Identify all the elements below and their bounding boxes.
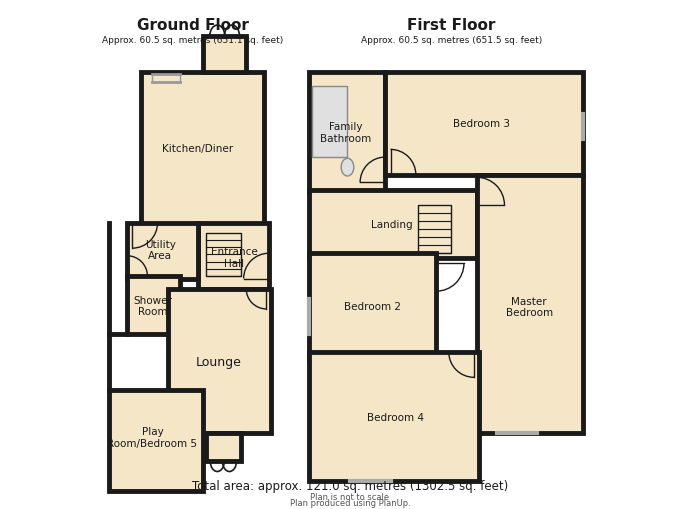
Text: First Floor: First Floor — [407, 18, 496, 33]
Text: Shower
Room: Shower Room — [133, 296, 172, 317]
Text: Kitchen/Diner: Kitchen/Diner — [162, 145, 234, 154]
Bar — [168, 289, 272, 433]
Text: Landing: Landing — [371, 220, 412, 231]
Text: Approx. 60.5 sq. metres (651.5 sq. feet): Approx. 60.5 sq. metres (651.5 sq. feet) — [360, 36, 542, 45]
Bar — [141, 72, 264, 229]
Bar — [309, 352, 479, 481]
Text: Utility
Area: Utility Area — [145, 240, 176, 262]
Bar — [203, 37, 246, 72]
Text: Ground Floor: Ground Floor — [137, 18, 249, 33]
Text: Master
Bedroom: Master Bedroom — [505, 297, 553, 318]
Bar — [312, 86, 347, 157]
Bar — [198, 223, 269, 289]
Bar — [386, 72, 583, 175]
Bar — [206, 233, 241, 276]
Bar — [419, 205, 452, 253]
Ellipse shape — [341, 158, 354, 176]
Text: Approx. 60.5 sq. metres (651.1 sq. feet): Approx. 60.5 sq. metres (651.1 sq. feet) — [102, 36, 284, 45]
Bar — [109, 390, 203, 491]
Text: Total area: approx. 121.0 sq. metres (1302.5 sq. feet): Total area: approx. 121.0 sq. metres (13… — [192, 479, 508, 493]
Text: Entrance
Hall: Entrance Hall — [211, 247, 258, 269]
Text: Plan is not to scale: Plan is not to scale — [310, 493, 390, 502]
Bar — [127, 223, 198, 278]
Bar — [477, 175, 583, 433]
Bar — [309, 253, 436, 359]
Text: Lounge: Lounge — [195, 356, 241, 369]
Bar — [309, 72, 386, 192]
Text: Play
Room/Bedroom 5: Play Room/Bedroom 5 — [108, 427, 197, 449]
Bar — [309, 190, 477, 258]
Text: Bedroom 3: Bedroom 3 — [453, 119, 510, 129]
Bar — [206, 433, 241, 461]
Text: Plan produced using PlanUp.: Plan produced using PlanUp. — [290, 499, 410, 508]
Text: Family
Bathroom: Family Bathroom — [321, 122, 372, 144]
Bar — [127, 276, 181, 334]
Text: Bedroom 4: Bedroom 4 — [367, 413, 424, 423]
Text: Bedroom 2: Bedroom 2 — [344, 302, 401, 313]
